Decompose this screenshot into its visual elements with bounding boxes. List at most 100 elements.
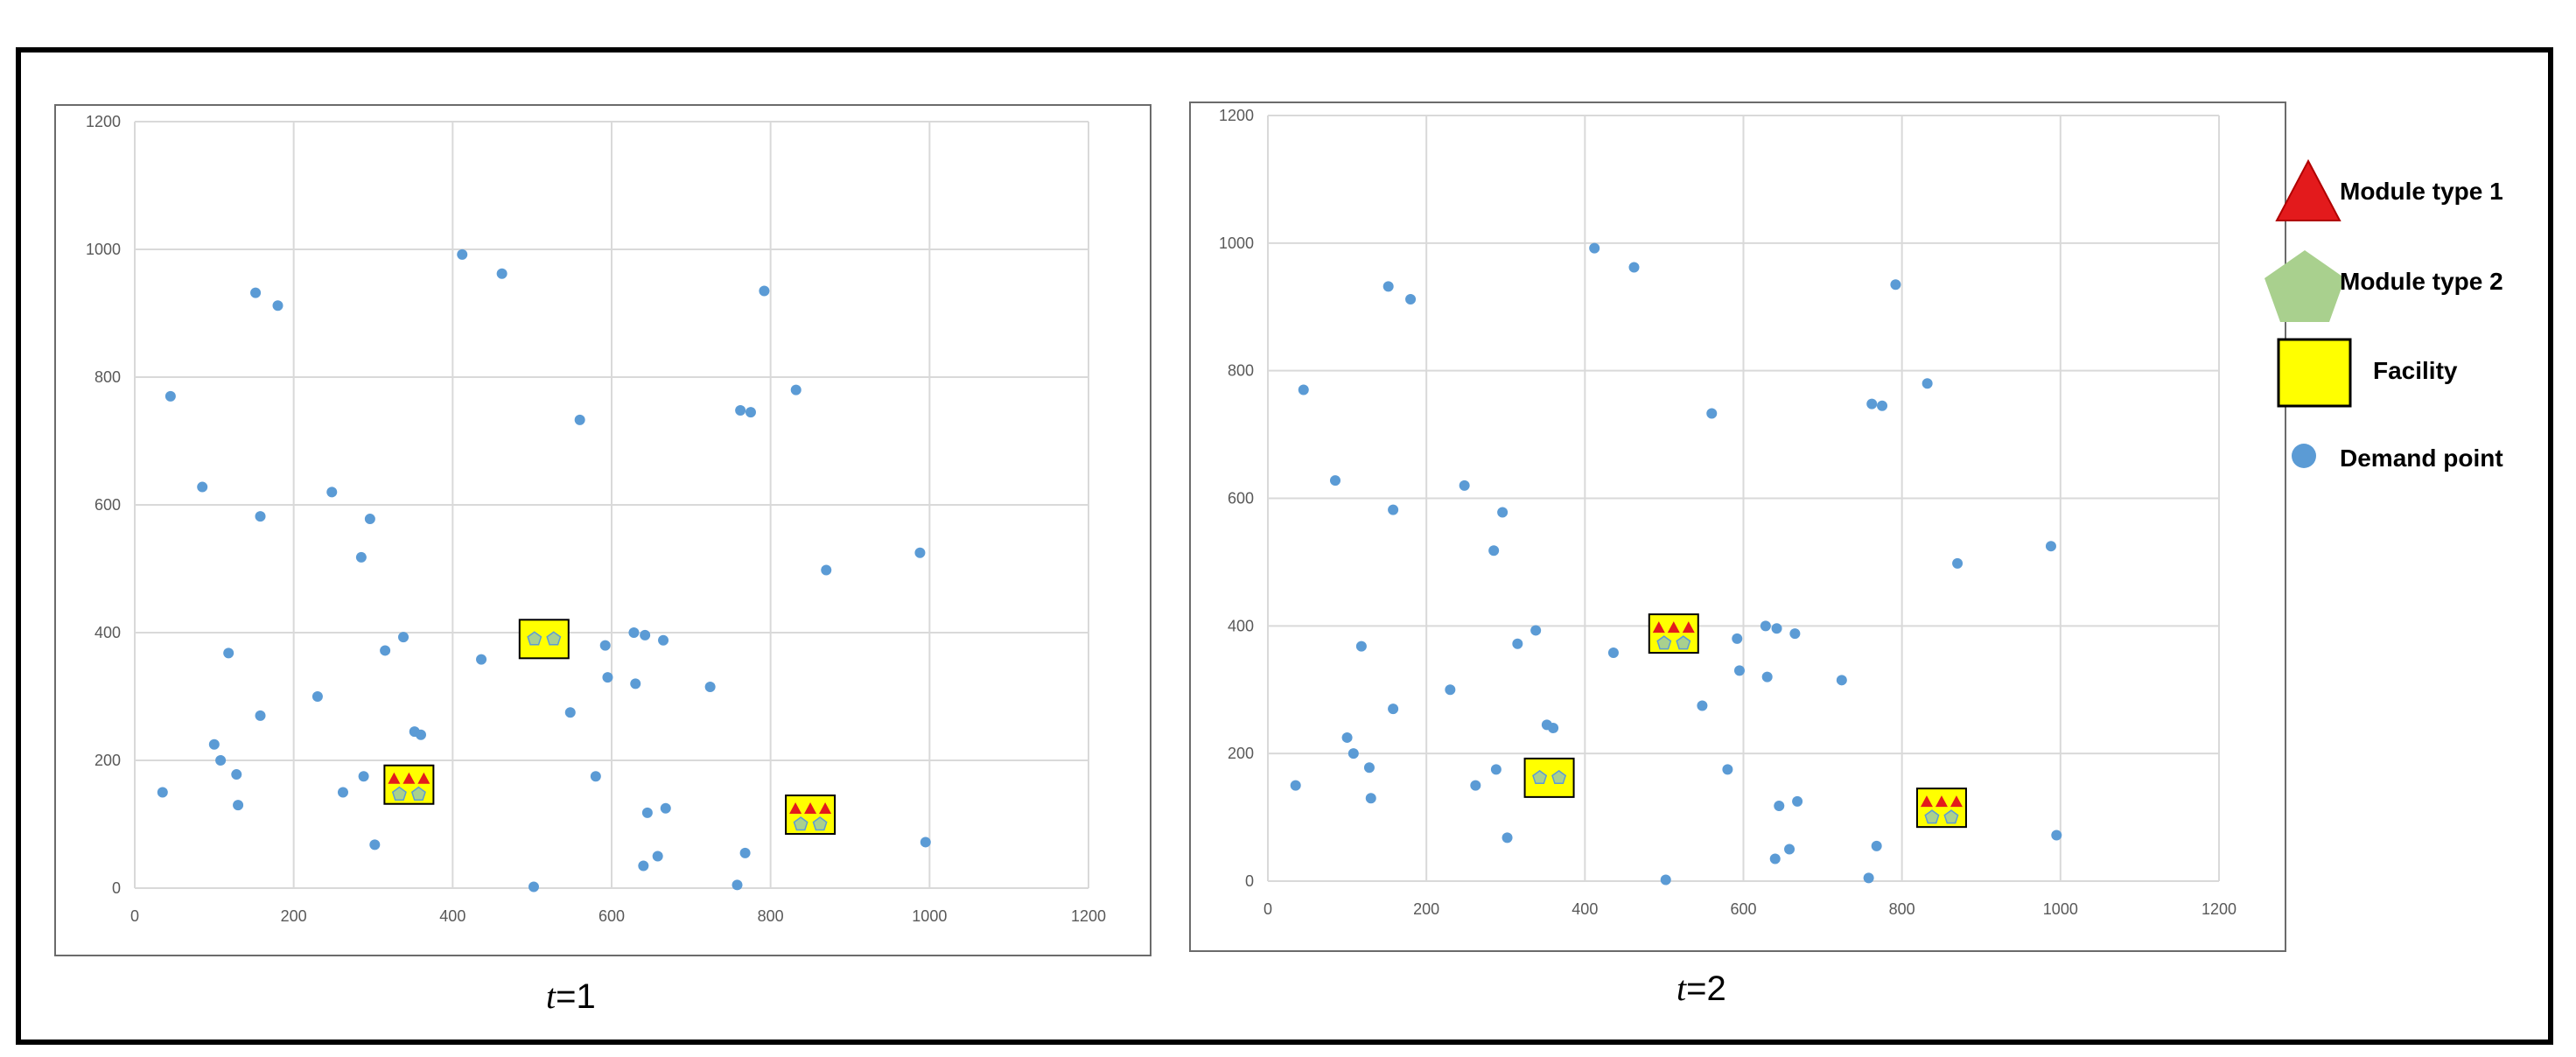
- demand-point-marker: [745, 407, 756, 418]
- module-type-1-marker: [388, 772, 401, 784]
- demand-point-marker: [528, 881, 539, 892]
- x-tick-label: 0: [130, 907, 139, 925]
- demand-point-marker: [704, 682, 716, 693]
- facility-box: [1523, 757, 1575, 798]
- demand-point-marker: [476, 654, 487, 665]
- demand-point-marker: [157, 787, 168, 798]
- module-type-2-marker: [546, 631, 562, 646]
- demand-point-marker: [1660, 874, 1671, 886]
- demand-point-marker: [1405, 294, 1417, 304]
- demand-point-marker: [641, 807, 653, 818]
- demand-point-marker: [250, 287, 262, 298]
- demand-point-marker: [337, 787, 348, 798]
- x-tick-label: 400: [439, 907, 466, 925]
- x-tick-label: 600: [598, 907, 625, 925]
- demand-point-marker: [732, 879, 743, 891]
- facility-icon: [2277, 338, 2352, 408]
- demand-point-marker: [1877, 400, 1888, 411]
- module-type-1-marker: [819, 802, 832, 815]
- x-tick-label: 600: [1730, 900, 1756, 918]
- y-tick-label: 600: [1228, 490, 1254, 508]
- facility-box: [518, 619, 570, 660]
- demand-point-marker: [223, 648, 234, 659]
- demand-point-marker: [759, 285, 770, 297]
- module-type-2-marker: [812, 816, 828, 831]
- chart-panel-t2: 0 200 400 600 800 1000 1200 0 200 400 600 800 1000 12…: [1189, 102, 2286, 952]
- demand-point-marker: [1792, 795, 1803, 807]
- module-type-2-marker: [410, 786, 426, 801]
- demand-point-marker: [602, 672, 613, 683]
- y-tick-label: 0: [112, 879, 121, 897]
- module-type-1-marker: [789, 802, 802, 815]
- facility-marker: [1915, 788, 1967, 829]
- demand-point-marker: [1488, 545, 1500, 556]
- module-type-2-marker: [1924, 809, 1940, 824]
- x-tick-label: 1200: [2202, 900, 2236, 918]
- demand-point-marker: [1863, 872, 1874, 884]
- facility-marker: [785, 794, 836, 836]
- facility-marker: [383, 764, 435, 805]
- facility-marker: [518, 619, 570, 660]
- demand-point-marker: [255, 710, 266, 721]
- demand-point-marker: [1497, 507, 1508, 518]
- demand-point-marker: [1866, 398, 1878, 410]
- scatter-plot-t2: 0 200 400 600 800 1000 1200 0 200 400 600 800 1000 12…: [1219, 107, 2236, 918]
- demand-point-marker: [1706, 408, 1718, 419]
- facility-box: [785, 794, 836, 836]
- caption-t1: t=1: [546, 976, 596, 1017]
- demand-point-marker: [628, 627, 640, 638]
- y-tick-label: 800: [1228, 362, 1254, 380]
- demand-point-marker: [233, 800, 244, 811]
- y-tick-label: 1000: [86, 241, 121, 258]
- y-tick-label: 200: [1228, 745, 1254, 762]
- demand-point-marker: [590, 771, 601, 782]
- demand-point-marker: [416, 729, 426, 740]
- demand-point-marker: [574, 414, 585, 425]
- module-type-1-marker: [1652, 621, 1665, 634]
- y-tick-label: 1200: [86, 113, 121, 130]
- demand-point-marker: [398, 632, 410, 643]
- demand-point-marker: [496, 268, 508, 279]
- module-type-1-marker: [417, 772, 430, 784]
- demand-point-marker: [1459, 480, 1470, 491]
- demand-point-marker: [1470, 780, 1481, 791]
- legend-demand-point: Demand point: [2340, 444, 2503, 472]
- demand-point-marker: [564, 707, 576, 718]
- y-tick-label: 200: [94, 752, 121, 769]
- demand-point-marker: [1341, 732, 1353, 743]
- x-tick-label: 200: [281, 907, 307, 925]
- demand-point-marker: [821, 564, 832, 576]
- module-type-1-marker: [1682, 621, 1695, 634]
- legend-module-type-2: Module type 2: [2340, 268, 2503, 295]
- demand-point-marker: [1769, 853, 1781, 864]
- caption-t2-rest: =2: [1686, 970, 1726, 1008]
- demand-point-marker: [1355, 640, 1367, 652]
- legend-facility: Facility: [2373, 357, 2458, 384]
- y-tick-label: 1000: [1219, 234, 1254, 252]
- module-type-2-marker: [1551, 769, 1567, 785]
- module-type-1-marker: [1920, 795, 1933, 808]
- caption-t1-rest: =1: [556, 977, 596, 1016]
- module-type-2-marker: [1532, 769, 1548, 785]
- scatter-plot-t1: 0 200 400 600 800 1000 1200 0 200 400 600 800 1000 12…: [86, 113, 1106, 925]
- module-type-2-marker: [1656, 635, 1672, 650]
- x-tick-label: 200: [1413, 900, 1439, 918]
- module-type-1-icon: [2275, 158, 2342, 221]
- demand-point-marker: [1871, 840, 1882, 851]
- module-type-1-marker: [402, 772, 416, 784]
- demand-point-marker: [1760, 620, 1771, 632]
- demand-point-marker: [215, 755, 227, 766]
- demand-point-marker: [1836, 675, 1847, 686]
- demand-point-marker: [1761, 671, 1773, 682]
- demand-point-marker: [920, 836, 931, 848]
- demand-point-marker: [1388, 704, 1399, 715]
- demand-point-marker: [1530, 625, 1542, 636]
- demand-point-marker: [208, 738, 220, 750]
- y-tick-label: 1200: [1219, 107, 1254, 124]
- demand-point-marker: [1607, 647, 1619, 658]
- demand-point-marker: [1365, 793, 1376, 804]
- y-tick-label: 400: [1228, 617, 1254, 634]
- caption-t2: t=2: [1676, 968, 1726, 1009]
- demand-point-marker: [914, 547, 926, 558]
- demand-point-marker: [355, 551, 367, 563]
